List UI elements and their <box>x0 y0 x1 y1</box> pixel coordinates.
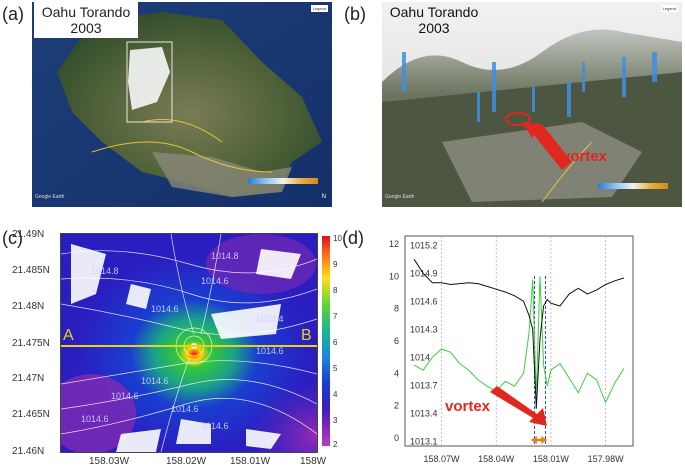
pressure-line <box>413 259 625 409</box>
panel-b-map: Oahu Torando 2003 Legend vortex Google E… <box>382 2 682 207</box>
panel-a-legend: Legend <box>310 5 328 12</box>
y-tick: 21.49N <box>12 229 45 240</box>
x-tick: 158.01W <box>230 456 271 467</box>
wind-speed-field: 1014.8 1014.6 1014.6 1014.4 1014.6 1014.… <box>61 234 317 452</box>
panel-b-letter: (b) <box>344 4 366 24</box>
panel-a-title-line2: 2003 <box>70 20 102 36</box>
x-tick: 158.03W <box>89 456 130 467</box>
oahu-satellite-image <box>32 2 332 207</box>
right-tick-label: 1014 <box>410 352 430 362</box>
panel-c-letter: (c) <box>2 228 23 248</box>
left-tick-label: 10 <box>389 271 399 281</box>
colorbar-tick: 7 <box>333 312 338 321</box>
panel-d-chart: 158.07W 158.04W 158.01W 157.98W 12 10 8 6 4 2 0 101… <box>389 235 634 464</box>
x-tick-label: 158.01W <box>533 454 570 464</box>
left-tick-label: 2 <box>394 401 399 411</box>
panel-a-map: Oahu Torando 2003 Legend Google Earth N <box>32 2 332 207</box>
contour-label: 1014.6 <box>201 421 229 431</box>
panel-b-credit: Google Earth <box>385 194 415 200</box>
wind-speed-line <box>413 276 625 404</box>
x-tick: 158.02W <box>166 456 207 467</box>
colorbar-tick: 8 <box>333 286 338 295</box>
panel-a-letter: (a) <box>2 4 24 24</box>
panel-b-title: Oahu Torando 2003 <box>382 2 486 38</box>
panel-a-title: Oahu Torando 2003 <box>34 2 138 38</box>
panel-d-letter: (d) <box>342 228 364 248</box>
contour-label: 1014.4 <box>256 314 284 324</box>
left-tick-label: 8 <box>394 304 399 314</box>
x-tick-label: 158.07W <box>423 454 460 464</box>
section-start-label: A <box>63 327 74 344</box>
contour-label: 1014.6 <box>201 276 229 286</box>
colorbar-tick: 4 <box>333 390 338 399</box>
contour-label: 1014.6 <box>81 414 109 424</box>
contour-label: 1014.8 <box>211 251 239 261</box>
right-tick-label: 1013.4 <box>410 408 438 418</box>
left-tick-label: 6 <box>394 336 399 346</box>
contour-label: 1014.6 <box>141 376 169 386</box>
contour-label: 1014.6 <box>171 404 199 414</box>
right-tick-label: 1013.1 <box>410 436 438 446</box>
y-tick: 21.48N <box>12 301 45 312</box>
panel-b-vortex-label: vortex <box>562 148 608 165</box>
contour-label: 1014.8 <box>91 266 119 276</box>
panel-c-colorbar <box>322 236 330 446</box>
y-tick: 21.475N <box>12 338 50 349</box>
panel-a-credit: Google Earth <box>35 194 65 200</box>
left-tick-label: 4 <box>394 368 399 378</box>
left-tick-label: 0 <box>394 433 399 443</box>
section-end-label: B <box>301 327 312 344</box>
y-tick: 21.485N <box>12 265 50 276</box>
panel-a-title-line1: Oahu Torando <box>41 4 131 20</box>
contour-label: 1014.6 <box>256 346 284 356</box>
oahu-3d-view <box>382 2 682 207</box>
panel-a-colorbar <box>248 178 318 184</box>
panel-d-vortex-label: vortex <box>445 398 491 415</box>
x-tick: 158W <box>300 456 327 467</box>
x-tick-label: 158.04W <box>478 454 515 464</box>
right-tick-label: 1014.3 <box>410 324 438 334</box>
vortex-width-arrowhead-left <box>530 436 537 444</box>
plot-frame <box>404 235 634 447</box>
vortex-arrow <box>490 386 547 426</box>
panel-c-wind-map: 1014.8 1014.6 1014.6 1014.4 1014.6 1014.… <box>60 233 318 453</box>
y-tick: 21.46N <box>12 446 45 457</box>
colorbar-tick: 2 <box>333 440 338 449</box>
colorbar-tick: 10 <box>333 234 342 243</box>
panel-b-legend: Legend <box>660 5 678 12</box>
panel-b-title-line1: Oahu Torando <box>389 4 479 20</box>
panel-b-title-line2: 2003 <box>418 20 450 36</box>
right-tick-label: 1014.6 <box>410 296 438 306</box>
colorbar-tick: 5 <box>333 364 338 373</box>
panel-b-colorbar <box>598 183 668 189</box>
panel-a-north-arrow: N <box>321 194 326 200</box>
colorbar-tick: 3 <box>333 416 338 425</box>
vortex-width-arrowhead-right <box>541 436 548 444</box>
right-tick-label: 1013.7 <box>410 380 438 390</box>
x-tick-label: 157.98W <box>588 454 625 464</box>
left-tick-label: 12 <box>389 239 399 249</box>
right-tick-label: 1015.2 <box>410 240 438 250</box>
contour-label: 1014.6 <box>111 391 139 401</box>
colorbar-tick: 9 <box>333 260 338 269</box>
contour-label: 1014.6 <box>151 304 179 314</box>
y-tick: 21.47N <box>12 373 45 384</box>
colorbar-tick: 6 <box>333 338 338 347</box>
y-tick: 21.465N <box>12 409 50 420</box>
